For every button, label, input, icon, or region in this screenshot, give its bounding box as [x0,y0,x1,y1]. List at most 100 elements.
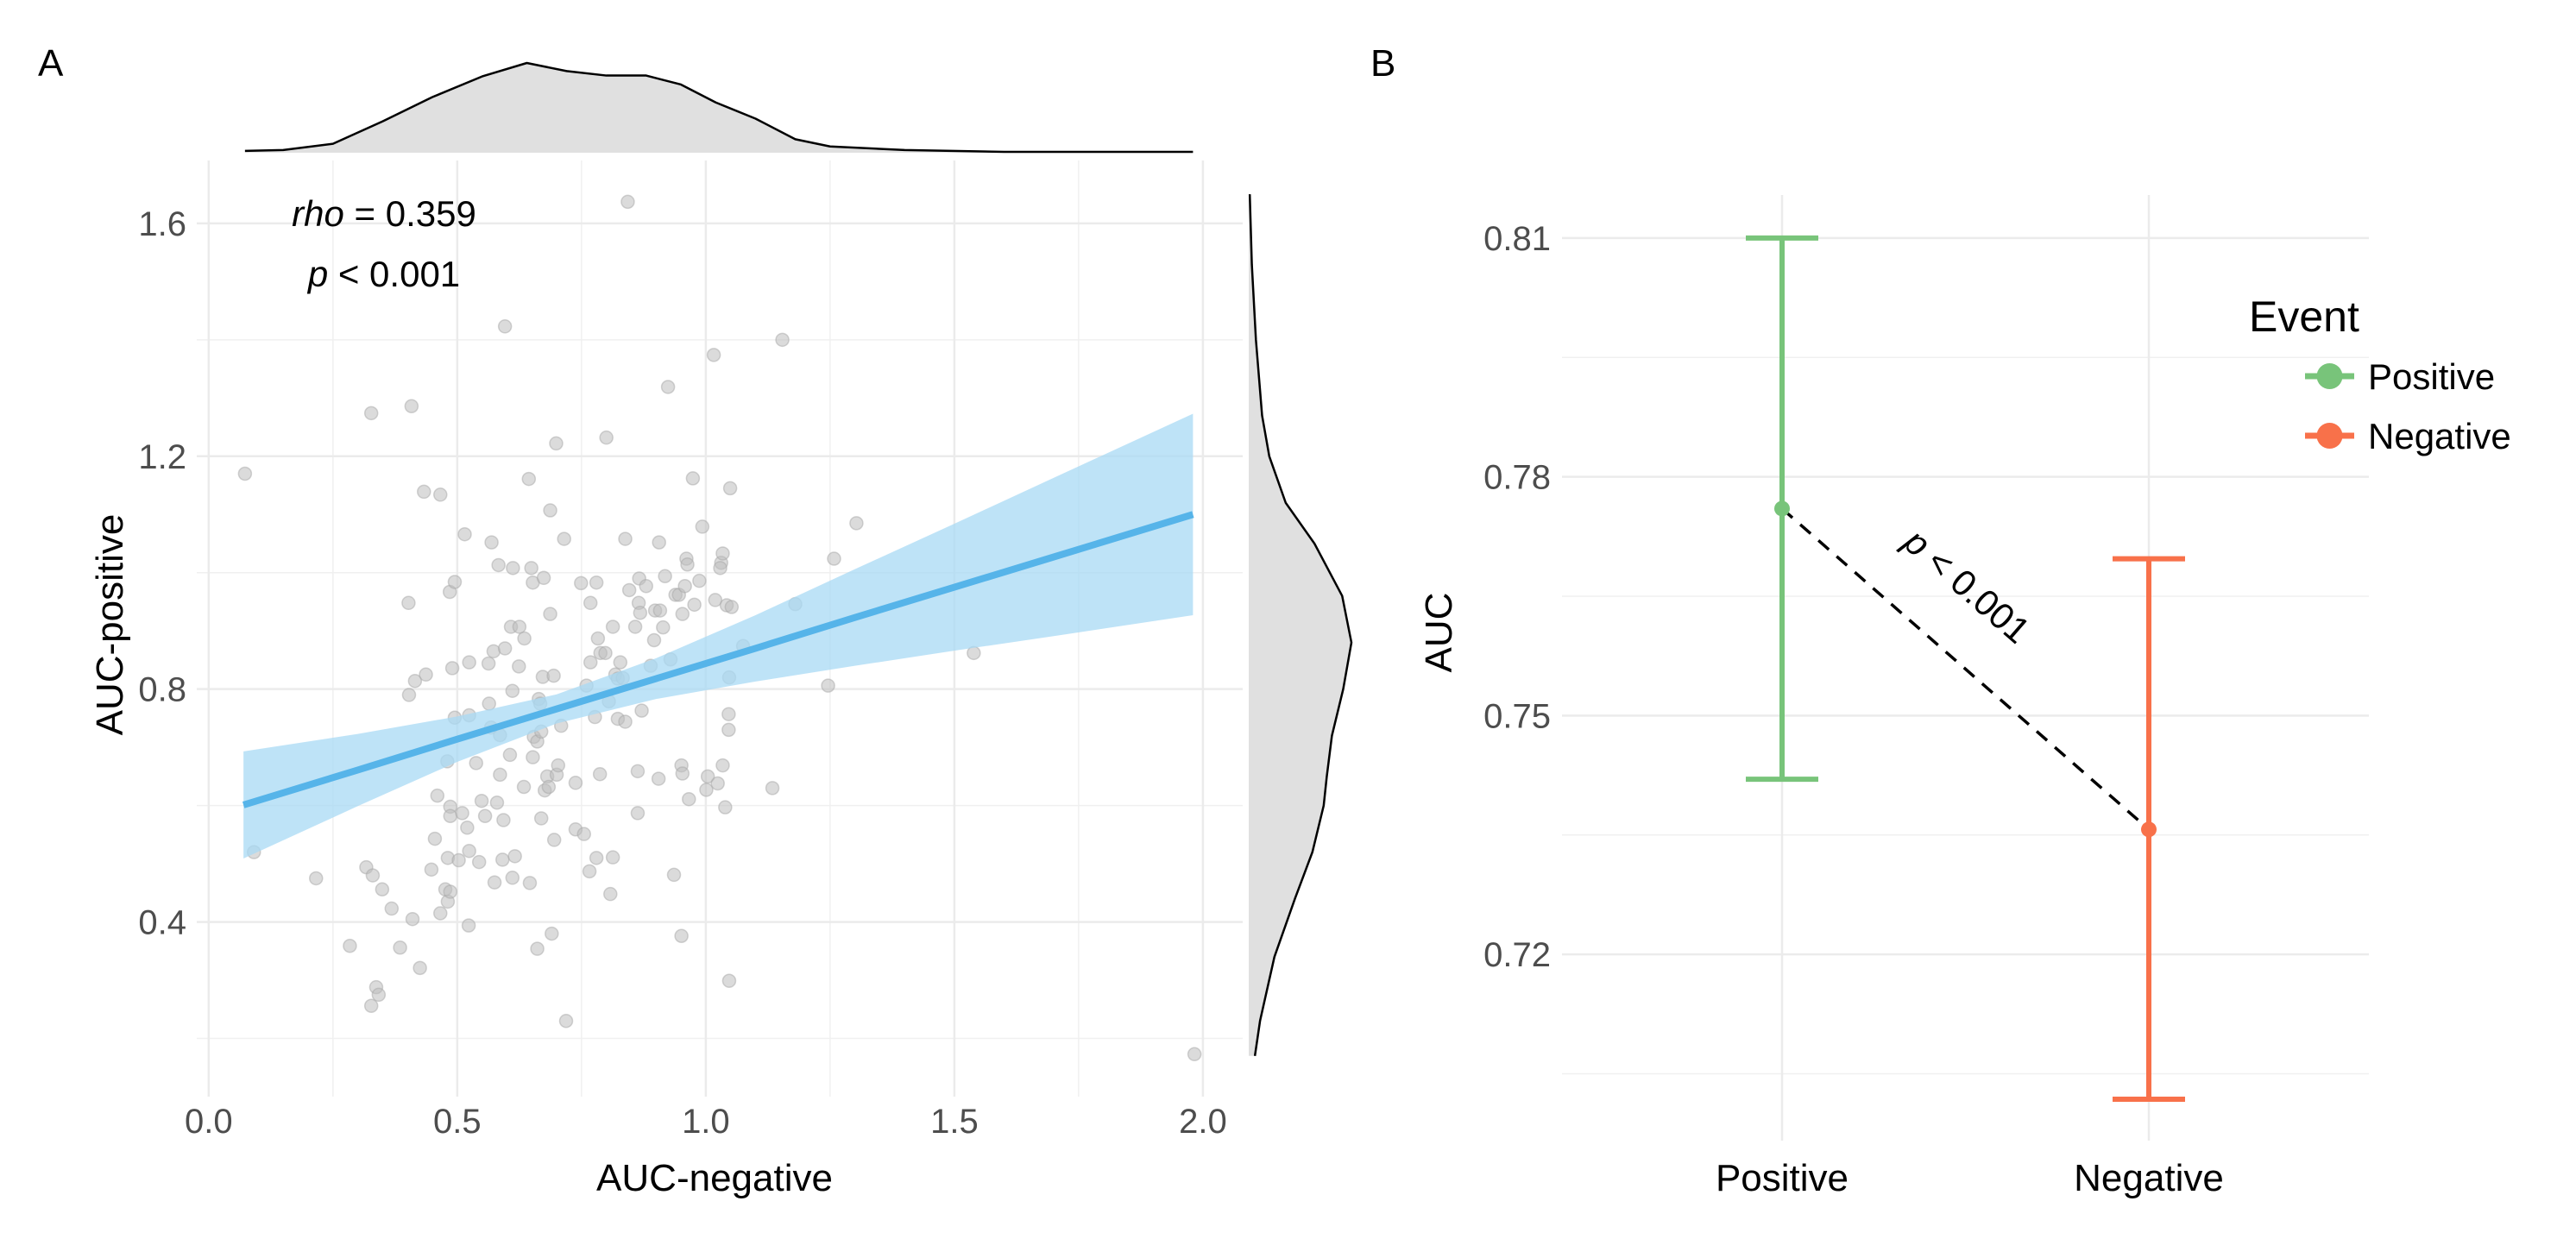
y-tick-label: 0.78 [1483,459,1551,497]
scatter-point [457,526,472,542]
scatter-point [821,678,835,693]
scatter-point [533,811,549,826]
scatter-point [489,796,505,810]
regression-line [242,511,1194,808]
scatter-point [715,546,730,561]
scatter-point [516,779,532,795]
x-tick-label: 1.5 [930,1103,979,1141]
scatter-point [687,597,702,613]
scatter-point [543,503,557,518]
scatter-point [430,788,445,803]
legend-label-negative: Negative [2368,416,2511,456]
scatter-point [506,561,520,575]
x-axis-title-a: AUC-negative [596,1157,833,1199]
scatter-point [674,928,689,944]
rho-symbol: rho [292,193,344,234]
scatter-point [541,779,557,795]
panel-b-errorbar: 0.72 0.75 0.78 0.81 Positive Negative Positive… [1483,195,2511,1199]
scatter-point [549,436,564,451]
scatter-point [401,595,416,611]
scatter-point [775,332,790,348]
scatter-point [524,561,539,575]
scatter-point [827,551,841,566]
scatter-point [710,776,725,791]
scatter-point [424,862,439,877]
panel-a-scatter: 0.0 0.5 1.0 1.5 2.0 0.4 0.8 1.2 1.6 [138,61,1353,1141]
scatter-point [522,876,538,890]
panel-a-label: A [38,42,64,85]
scatter-point [471,854,487,870]
confidence-band [243,413,1194,859]
scatter-point [502,747,518,763]
scatter-point [677,578,692,594]
x-tick-label-negative: Negative [2074,1157,2224,1199]
scatter-point [393,940,407,955]
scatter-point [603,886,618,902]
scatter-point [444,661,460,676]
scatter-point [505,683,520,698]
scatter-point [512,659,526,674]
scatter-point [656,620,671,635]
scatter-point [682,791,696,807]
scatter-point [363,406,379,421]
scatter-point [589,851,604,865]
scatter-point [433,906,448,921]
scatter-point [765,781,780,796]
scatter-point [849,516,864,531]
scatter-point [718,800,733,814]
scatter-point [582,864,597,879]
scatter-point [675,607,690,621]
scatter-point [721,973,737,988]
scatter-point [309,871,324,886]
scatter-point [551,758,566,773]
scatter-point [652,603,668,618]
scatter-point [583,655,598,670]
scatter-point [419,667,433,682]
scatter-point [692,573,707,588]
scatter-point [401,688,417,702]
p-symbol: p [306,254,328,294]
scatter-point [700,769,715,784]
rho-value: = 0.359 [344,193,476,234]
top-density-fill [244,63,1194,153]
scatter-point [590,631,606,646]
scatter-point [526,750,540,764]
scatter-point [639,578,653,594]
scatter-point [497,319,513,334]
scatter-point [404,399,419,413]
x-tick-label: 0.5 [433,1103,482,1141]
y-tick-label: 0.4 [138,904,186,942]
scatter-point [343,938,357,953]
scatter-point [1187,1047,1202,1061]
scatter-point [633,606,648,620]
scatter-point [605,850,620,865]
scatter-point [675,766,690,781]
scatter-point [651,771,666,786]
scatter-point [618,531,633,546]
comparison-dashed-line [1780,507,2151,831]
scatter-point [630,806,646,821]
scatter-point [433,487,448,502]
y-axis-title-a: AUC-positive [89,514,131,736]
scatter-point [680,557,695,572]
scatter-point [384,901,400,916]
scatter-point [630,764,646,779]
scatter-point [505,871,520,885]
x-tick-label: 2.0 [1179,1103,1227,1141]
scatter-point [613,655,628,670]
scatter-point [660,380,676,394]
scatter-point [592,766,608,782]
legend-label-positive: Positive [2368,356,2495,397]
legend-key-point-positive [2316,363,2343,389]
scatter-point [447,575,463,589]
scatter-point [496,813,511,827]
y-tick-label: 0.75 [1483,697,1551,735]
scatter-point [666,867,682,883]
x-tick-label-positive: Positive [1716,1157,1849,1199]
scatter-point [484,535,499,550]
scatter-point [589,575,604,590]
right-density-curve [1248,194,1353,1056]
scatter-point [491,557,506,573]
